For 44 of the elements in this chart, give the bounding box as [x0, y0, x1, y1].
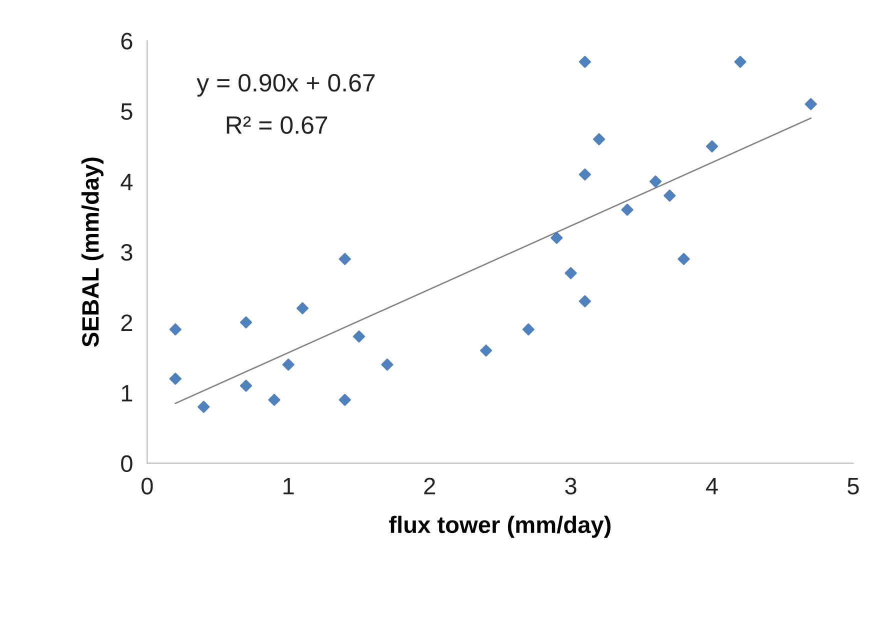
point	[381, 358, 394, 371]
point	[480, 344, 492, 357]
point	[592, 133, 606, 146]
y-tick-label: 2	[121, 314, 132, 331]
point	[282, 358, 294, 371]
y-tick-label: 1	[122, 385, 132, 402]
x-tick-label: 1	[284, 478, 294, 494]
point	[198, 400, 210, 413]
point	[706, 140, 718, 152]
point	[169, 323, 182, 336]
point	[522, 323, 535, 336]
x-axis-title: flux tower (mm/day)	[389, 516, 611, 538]
point	[240, 316, 252, 328]
annotation: R² = 0.67	[226, 116, 328, 134]
point	[564, 267, 577, 280]
point	[734, 56, 746, 68]
point	[338, 252, 351, 266]
x-tick-label: 5	[848, 478, 859, 494]
point	[649, 175, 662, 188]
point	[268, 394, 280, 406]
point	[578, 168, 591, 181]
point	[240, 380, 252, 392]
y-tick-label: 3	[121, 244, 132, 261]
point	[550, 232, 563, 244]
y-tick-label: 4	[120, 174, 133, 190]
point	[578, 295, 591, 308]
x-tick-label: 2	[424, 478, 435, 494]
point	[621, 204, 634, 216]
y-tick-label: 6	[121, 32, 132, 50]
y-axis-title: SEBAL (mm/day)	[81, 158, 104, 347]
y-tick-label: 5	[121, 103, 132, 120]
point	[804, 98, 817, 110]
point	[338, 394, 351, 406]
x-tick-label: 3	[565, 478, 576, 494]
y-tick-label: 0	[121, 455, 132, 472]
x-tick-label: 0	[142, 478, 153, 494]
point	[678, 252, 690, 266]
point	[352, 330, 366, 343]
point	[578, 56, 591, 68]
point	[169, 372, 182, 385]
annotation: y = 0.90x + 0.67	[196, 74, 375, 97]
point	[664, 190, 676, 202]
x-tick-label: 4	[706, 478, 718, 494]
point	[296, 302, 309, 314]
